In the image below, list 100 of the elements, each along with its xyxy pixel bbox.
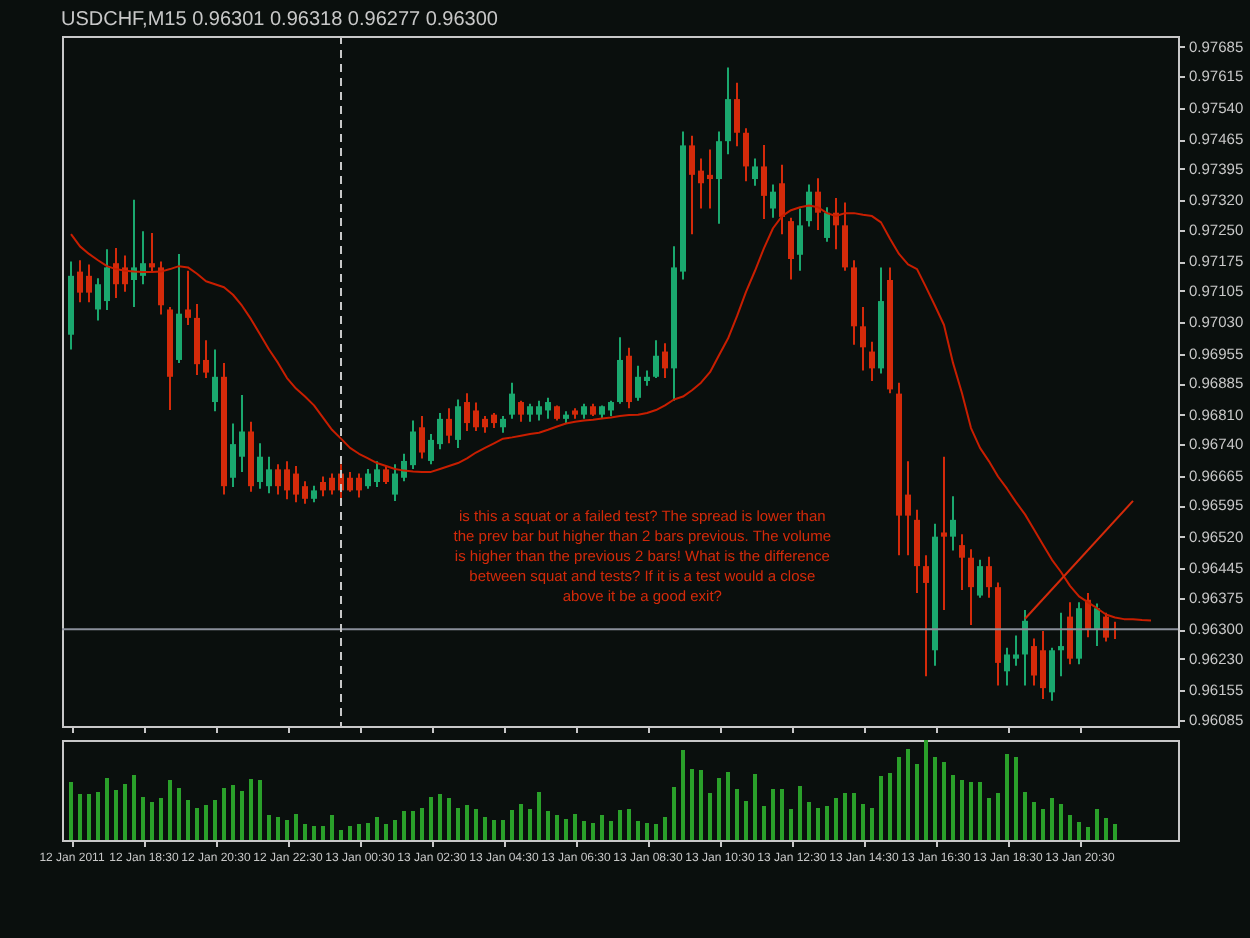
bar <box>546 811 550 840</box>
candlestick <box>788 216 794 281</box>
bar <box>1104 818 1108 840</box>
bar <box>96 792 100 840</box>
candlestick <box>383 464 389 486</box>
bar <box>924 740 928 840</box>
bar <box>969 782 973 840</box>
bar <box>366 823 370 840</box>
candlestick <box>860 305 866 372</box>
bar <box>303 824 307 840</box>
bar <box>780 789 784 840</box>
candlestick <box>662 342 668 380</box>
bar <box>753 774 757 840</box>
bar <box>645 823 649 840</box>
bar <box>339 830 343 840</box>
bar <box>798 786 802 840</box>
candlestick <box>1058 611 1064 678</box>
bar <box>1059 804 1063 840</box>
candlestick <box>716 130 722 225</box>
bar <box>708 793 712 840</box>
candlestick <box>914 508 920 595</box>
bar <box>978 782 982 840</box>
candlestick <box>806 183 812 228</box>
bar <box>789 809 793 840</box>
bar <box>1050 798 1054 840</box>
bar <box>276 817 280 840</box>
bar <box>204 805 208 840</box>
candlestick <box>176 252 182 364</box>
bar <box>933 757 937 840</box>
bar <box>348 826 352 840</box>
bar <box>249 779 253 840</box>
bar <box>114 790 118 840</box>
candlestick <box>518 399 524 423</box>
candlestick <box>1022 608 1028 687</box>
bar <box>861 804 865 840</box>
bar <box>744 801 748 840</box>
bar <box>285 820 289 840</box>
bar <box>537 792 541 840</box>
bar <box>294 814 298 840</box>
bar <box>726 772 730 840</box>
bar <box>411 811 415 840</box>
bar <box>357 824 361 840</box>
candlestick <box>626 346 632 410</box>
bar <box>528 809 532 840</box>
candlestick <box>941 455 947 611</box>
bar <box>555 815 559 840</box>
bar <box>951 775 955 840</box>
bar <box>618 810 622 840</box>
bar <box>915 764 919 840</box>
bar <box>168 780 172 840</box>
bar <box>843 793 847 840</box>
bar <box>501 820 505 840</box>
bar <box>267 815 271 840</box>
bar <box>609 821 613 840</box>
bar <box>1032 802 1036 840</box>
candlestick <box>986 555 992 599</box>
bar <box>762 806 766 840</box>
bar <box>375 817 379 840</box>
bar <box>519 804 523 840</box>
bar <box>636 821 640 840</box>
bar <box>321 826 325 840</box>
candlestick <box>923 554 929 678</box>
bar <box>582 821 586 840</box>
candlestick <box>158 260 164 316</box>
bar <box>159 798 163 840</box>
bar <box>663 817 667 840</box>
bar <box>1095 809 1099 840</box>
candlestick <box>734 81 740 148</box>
bar <box>492 820 496 840</box>
bar <box>987 798 991 840</box>
candlestick <box>509 381 515 420</box>
candlestick <box>797 207 803 272</box>
bar <box>672 787 676 840</box>
bar <box>231 785 235 840</box>
bar <box>483 817 487 840</box>
candlestick <box>743 127 749 183</box>
candlestick <box>770 183 776 219</box>
bar <box>1068 815 1072 840</box>
bar <box>186 800 190 840</box>
bar <box>942 762 946 840</box>
candlestick <box>653 339 659 380</box>
bar <box>123 784 127 840</box>
bar <box>438 794 442 840</box>
candlestick <box>761 143 767 221</box>
bar <box>222 788 226 840</box>
bar <box>213 800 217 840</box>
bar <box>960 780 964 840</box>
bar <box>1005 754 1009 840</box>
candlestick <box>185 269 191 327</box>
chart-title: USDCHF,M15 0.96301 0.96318 0.96277 0.96300 <box>61 9 499 31</box>
candlestick <box>1049 646 1055 702</box>
bar <box>132 775 136 840</box>
bar <box>150 802 154 840</box>
bar <box>429 797 433 840</box>
bar <box>681 750 685 840</box>
bar <box>474 809 478 840</box>
bar <box>600 815 604 840</box>
candlestick <box>869 340 875 382</box>
bar <box>465 805 469 840</box>
bar <box>420 808 424 840</box>
